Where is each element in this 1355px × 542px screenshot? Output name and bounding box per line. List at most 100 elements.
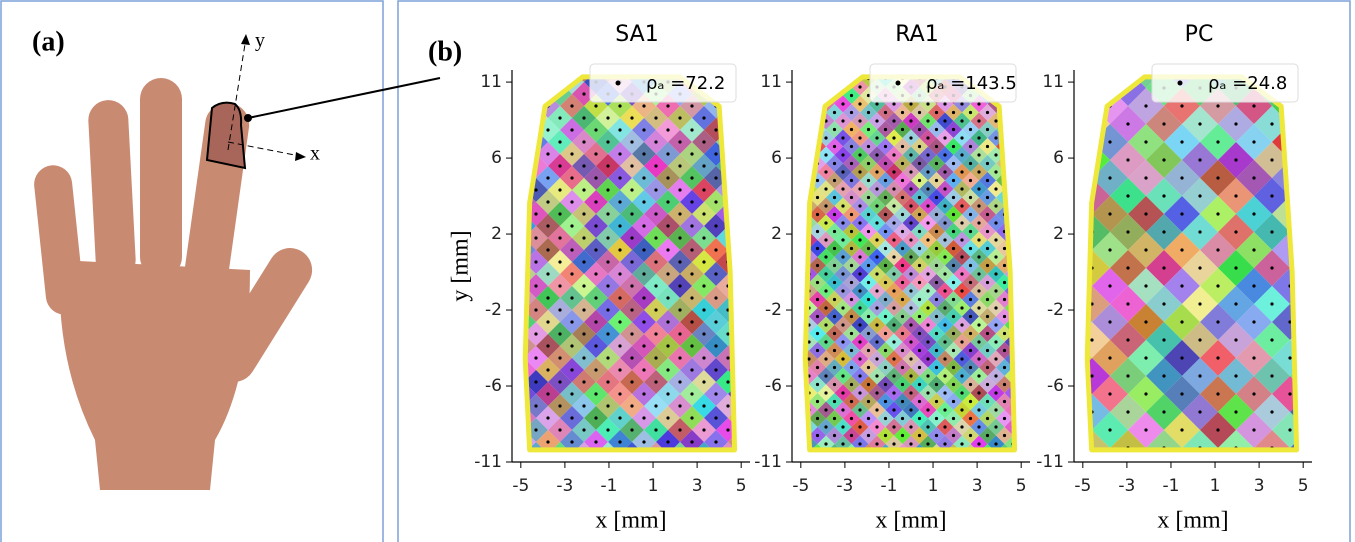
receptor	[926, 255, 929, 258]
receptive-field	[1308, 412, 1344, 448]
receptor	[726, 44, 729, 47]
receptor	[582, 476, 585, 479]
receptive-field	[1038, 34, 1074, 70]
receptor	[1342, 122, 1345, 125]
receptor	[960, 51, 963, 54]
receptor	[1020, 77, 1023, 80]
receptor	[654, 452, 657, 455]
receptor	[841, 51, 844, 54]
receptor	[1036, 248, 1039, 251]
receptor	[522, 464, 525, 467]
receptor	[1144, 176, 1147, 179]
receptive-field	[524, 58, 548, 82]
receptor	[1324, 176, 1327, 179]
receptor	[1216, 32, 1219, 35]
receptive-field	[809, 53, 826, 70]
receptor	[816, 264, 819, 267]
receptor	[824, 374, 827, 377]
receptor	[498, 320, 501, 323]
receptor	[926, 170, 929, 173]
receptor	[594, 464, 597, 467]
receptor	[977, 170, 980, 173]
receptor	[833, 247, 836, 250]
receptor	[901, 162, 904, 165]
receptive-field	[704, 454, 728, 478]
receptor	[534, 236, 537, 239]
receptor	[1180, 428, 1183, 431]
receptor	[1270, 374, 1273, 377]
receptor	[943, 476, 946, 479]
receptor	[1054, 50, 1057, 53]
receptor	[534, 380, 537, 383]
receptor	[833, 230, 836, 233]
receptor	[918, 179, 921, 182]
receptor	[498, 368, 501, 371]
receptor	[666, 128, 669, 131]
receptor	[1003, 332, 1006, 335]
receptor	[926, 272, 929, 275]
receptor	[1162, 302, 1165, 305]
y-axis-label: y [mm]	[448, 230, 474, 301]
receptor	[918, 162, 921, 165]
receptor	[1306, 338, 1309, 341]
receptor	[486, 140, 489, 143]
receptor	[782, 145, 785, 148]
receptor	[994, 204, 997, 207]
receptor	[546, 128, 549, 131]
receptor	[773, 289, 776, 292]
y-tick-label: -2	[485, 300, 502, 320]
receptor	[1324, 428, 1327, 431]
receptor	[807, 68, 810, 71]
x-tick-label: 3	[1254, 476, 1265, 496]
receptor	[618, 440, 621, 443]
receptor	[977, 238, 980, 241]
receptor	[977, 374, 980, 377]
receptor	[867, 349, 870, 352]
receptor	[952, 468, 955, 471]
receptor	[909, 51, 912, 54]
receptor	[1162, 194, 1165, 197]
receptor	[666, 224, 669, 227]
receptor	[546, 296, 549, 299]
receptor	[750, 284, 753, 287]
receptor	[867, 366, 870, 369]
receptive-field	[1013, 189, 1030, 206]
receptor	[1037, 128, 1040, 131]
receptor	[943, 153, 946, 156]
receptor	[858, 136, 861, 139]
receptor	[642, 416, 645, 419]
receptor	[986, 247, 989, 250]
y-tick-label: -6	[485, 376, 502, 396]
receptor	[935, 162, 938, 165]
receptor	[994, 136, 997, 139]
y-tick-label: 2	[771, 224, 782, 244]
receptor	[1180, 284, 1183, 287]
receptive-field	[869, 45, 886, 62]
receptor	[654, 380, 657, 383]
receptor	[1028, 136, 1031, 139]
receptive-field	[1022, 385, 1039, 402]
connector	[248, 78, 440, 118]
receptor	[960, 408, 963, 411]
receptor	[926, 187, 929, 190]
receptor	[799, 434, 802, 437]
receptor	[833, 128, 836, 131]
receptor	[1234, 194, 1237, 197]
receptive-field	[767, 470, 784, 487]
receptor	[1234, 158, 1237, 161]
receptive-field	[560, 46, 584, 70]
receptor	[875, 289, 878, 292]
receptor	[642, 248, 645, 251]
receptor	[654, 308, 657, 311]
receptor	[892, 255, 895, 258]
receptor	[935, 417, 938, 420]
receptor	[714, 176, 717, 179]
receptive-field	[740, 298, 764, 322]
receptor	[841, 374, 844, 377]
receptor	[762, 104, 765, 107]
receptor	[714, 248, 717, 251]
receptive-field	[1290, 106, 1326, 142]
receptive-field	[572, 34, 596, 58]
receptor	[969, 332, 972, 335]
receptor	[1108, 464, 1111, 467]
